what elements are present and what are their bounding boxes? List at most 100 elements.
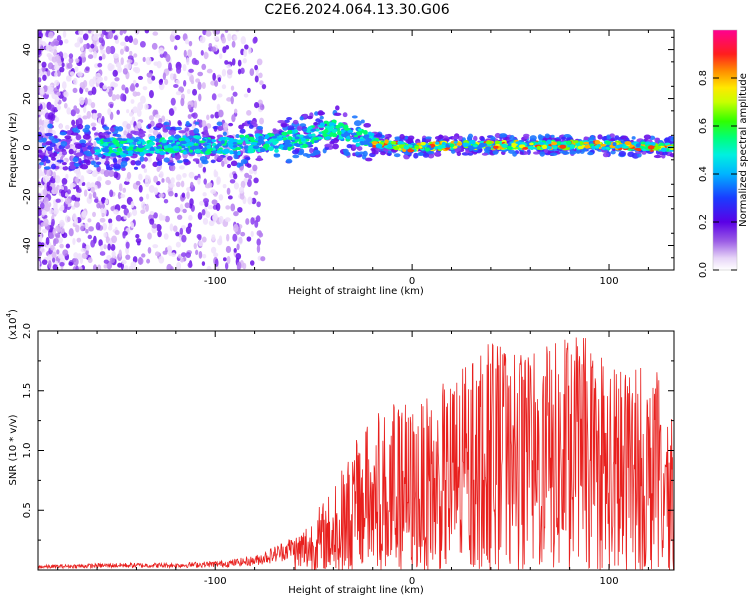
heat-cell [307,126,313,130]
heat-cell [176,160,183,164]
heat-cell [230,85,235,91]
heat-cell [109,257,116,264]
heat-cell [171,252,176,257]
heat-cell [92,211,96,218]
heat-cell [274,133,280,137]
heat-cell [233,173,238,180]
heat-cell [68,53,74,59]
heat-cell [111,235,118,244]
heat-cell [407,144,413,148]
heat-cell [425,136,432,140]
heat-cell [373,150,379,155]
heat-cell [53,151,58,157]
colorbar-label: Normalized spectral amplitude [738,73,749,227]
heat-cell [114,77,120,82]
heat-cell [56,91,61,96]
colorbar-tick-label: 0.2 [698,214,709,230]
heat-cell [49,104,55,112]
x-tick-label: -100 [204,576,227,587]
heat-cell [125,241,130,249]
heat-cell [239,193,245,200]
heat-cell [254,101,260,109]
heat-cell [193,128,200,134]
heat-cell [424,147,431,152]
snr-multiplier: (x104) [5,309,19,340]
heat-cell [224,262,229,270]
heat-cell [112,69,118,77]
heat-cell [104,199,109,205]
heat-cell [274,148,279,153]
heat-cell [152,31,159,36]
heat-cell [95,222,101,231]
heat-cell [48,112,54,121]
heat-cell [193,242,197,250]
heat-cell [48,84,54,92]
heat-cell [147,123,152,129]
heat-cell [506,145,513,151]
heat-cell [216,103,221,111]
heat-cell [56,249,60,255]
spectrogram-ticks: -100 0 100 -40 -20 0 20 40 [22,30,674,287]
heat-cell [159,150,166,156]
heat-cell [54,99,58,107]
heat-cell [238,124,244,130]
heat-cell [85,244,90,251]
heat-cell [122,187,127,193]
heat-cell [68,261,74,266]
heat-cell [407,149,415,153]
heat-cell [71,127,78,132]
heat-cell [88,192,93,200]
heat-cell [195,249,199,256]
heat-cell [355,151,360,156]
heat-cell [259,147,266,153]
heat-cell [302,128,307,132]
heat-cell [70,109,76,117]
heat-cell [421,137,427,143]
heat-cell [97,62,103,68]
heat-cell [143,157,148,162]
heat-cell [251,197,257,205]
heat-cell [550,134,555,138]
heat-cell [222,131,227,136]
heat-cell [242,262,247,270]
heat-cell [141,164,146,169]
heat-cell [114,230,120,236]
heat-cell [90,122,97,127]
heat-cell [299,134,304,138]
heat-cell [315,118,321,123]
colorbar-tick-label: 0.4 [698,166,709,182]
heat-cell [529,142,534,146]
heat-cell [368,143,373,148]
heat-cell [163,157,170,163]
heat-cell [135,180,141,186]
heat-cell [207,205,214,210]
heat-cell [139,155,145,162]
heat-cell [650,141,656,146]
heat-cell [60,189,66,198]
heat-cell [194,148,201,154]
heat-cell [100,207,104,215]
heat-cell [152,244,159,249]
heat-cell [39,87,45,95]
heat-cell [87,145,92,150]
heat-cell [109,103,114,109]
heat-cell [473,144,478,148]
heat-cell [256,58,263,66]
heat-cell [186,191,190,200]
heat-cell [102,222,108,231]
heat-cell [218,194,224,201]
heat-cell [285,158,293,164]
heat-cell [282,146,289,151]
heat-cell [321,130,328,134]
heat-cell [94,184,98,190]
heat-cell [227,33,232,42]
heat-cell [240,159,248,164]
heat-cell [210,159,216,164]
heat-cell [299,116,304,121]
heat-cell [327,127,334,132]
heat-cell [94,33,100,38]
heat-cell [197,177,201,185]
heat-cell [187,49,193,58]
y-tick-label: 0.5 [22,502,33,518]
heat-cell [144,103,149,111]
